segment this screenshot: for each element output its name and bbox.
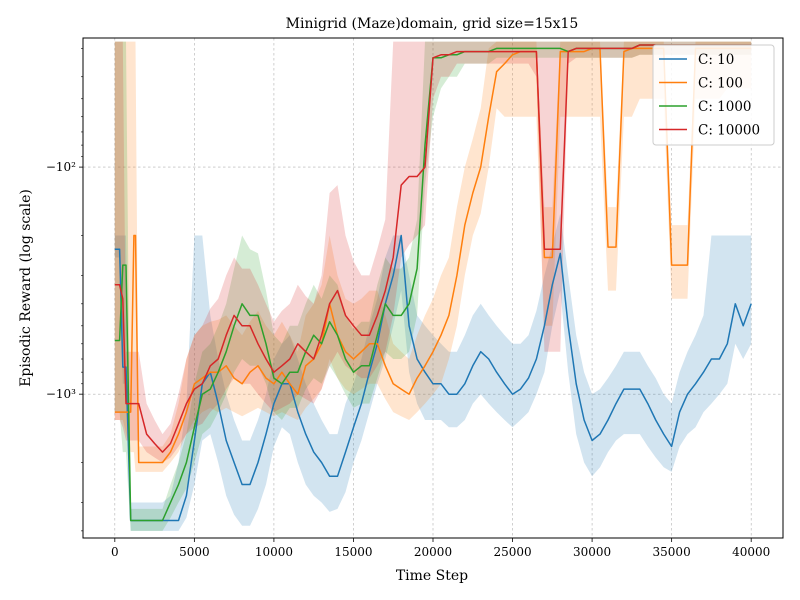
chart-title: Minigrid (Maze)domain, grid size=15x15 [286,16,579,32]
confidence-band [114,41,752,531]
x-tick-label: 30000 [573,545,611,559]
confidence-band [114,41,752,472]
legend-label: C: 10000 [698,123,760,139]
y-axis-label: Episodic Reward (log scale) [18,189,34,387]
legend-box [652,44,775,146]
confidence-band [114,41,752,463]
x-tick-label: 10000 [255,545,293,559]
x-axis-ticks: 0 5000 10000 15000 20000 25000 30000 35000 40000 [111,538,770,559]
x-tick-label: 40000 [732,545,770,559]
y-tick-label: −10² [46,160,76,174]
series-line [114,47,752,464]
y-tick-label: −10³ [46,387,76,401]
confidence-band [114,213,752,531]
series-line [114,234,752,522]
confidence-bands [114,41,752,531]
legend: C: 10 C: 100 C: 1000 C: 10000 [652,44,775,146]
x-axis-label: Time Step [396,568,468,584]
series-line [114,44,752,453]
legend-label: C: 1000 [698,99,752,115]
x-tick-label: 5000 [179,545,210,559]
x-tick-label: 20000 [414,545,452,559]
x-tick-label: 35000 [653,545,691,559]
x-tick-label: 25000 [493,545,531,559]
series-lines [114,44,752,522]
x-tick-label: 0 [111,545,119,559]
x-tick-label: 15000 [334,545,372,559]
y-axis-ticks: −10² −10³ [46,48,83,532]
grid-lines [83,38,783,538]
legend-label: C: 10 [698,52,734,68]
legend-label: C: 100 [698,76,743,92]
